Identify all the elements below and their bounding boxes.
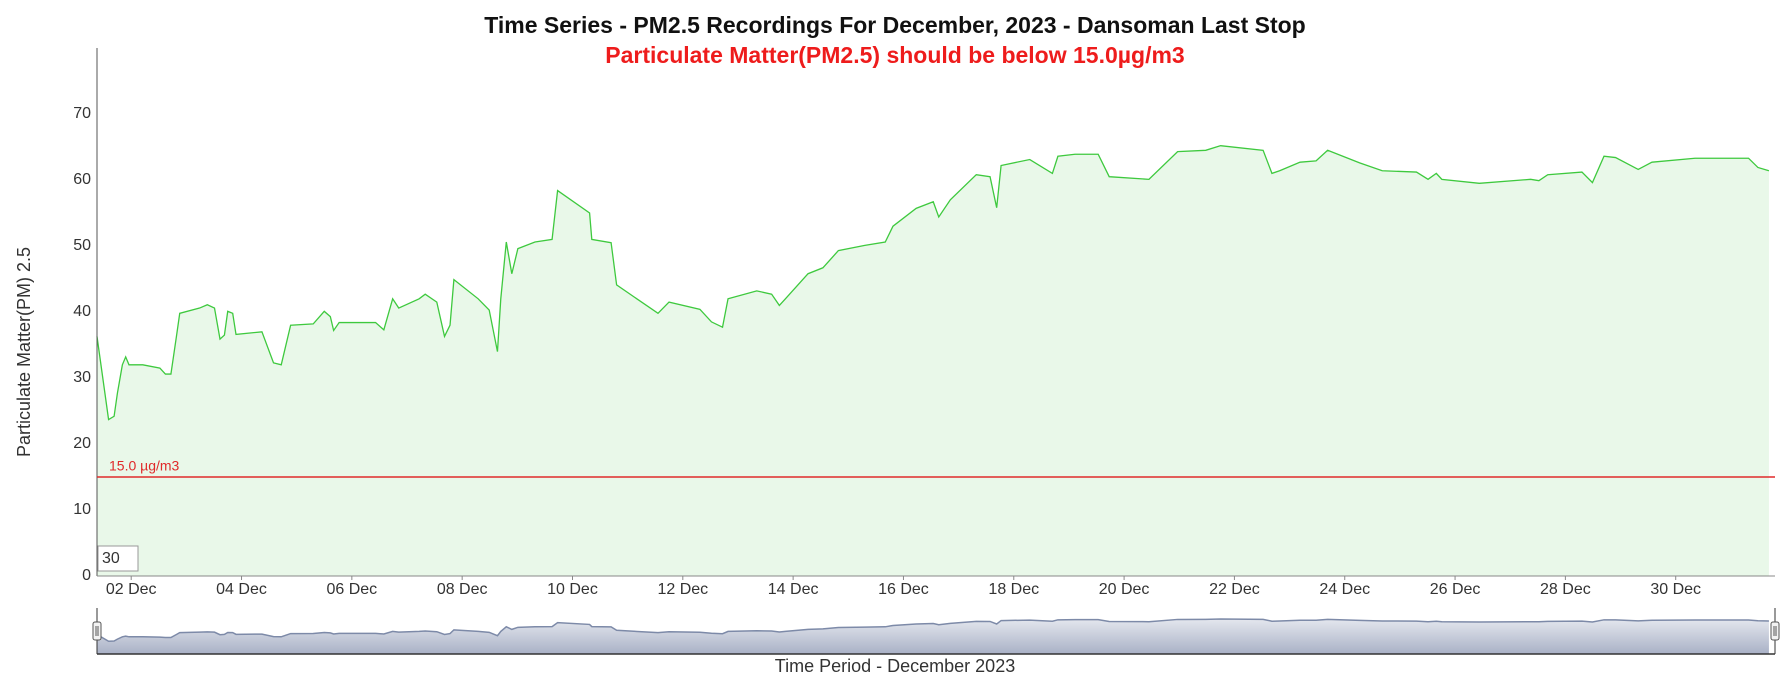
y-tick-label: 0 [82,567,91,584]
x-tick-label: 26 Dec [1430,581,1481,598]
x-tick-label: 12 Dec [657,581,708,598]
line [96,145,1770,421]
y-tick-label: 10 [73,501,91,518]
x-tick-label: 06 Dec [326,581,377,598]
range-input[interactable] [97,545,139,572]
x-tick-label: 24 Dec [1319,581,1370,598]
x-axis-title: Time Period - December 2023 [775,656,1015,676]
area [97,145,1769,576]
x-tick-label: 04 Dec [216,581,267,598]
y-tick-label: 60 [73,171,91,188]
x-tick-label: 16 Dec [878,581,929,598]
x-tick-label: 14 Dec [768,581,819,598]
x-tick-label: 22 Dec [1209,581,1260,598]
y-axis-title: Particulate Matter(PM) 2.5 [14,247,34,457]
x-tick-label: 08 Dec [437,581,488,598]
x-tick-label: 02 Dec [106,581,157,598]
y-tick-label: 40 [73,303,91,320]
x-tick-label: 20 Dec [1099,581,1150,598]
x-tick-label: 10 Dec [547,581,598,598]
y-tick-label: 70 [73,105,91,122]
x-tick-label: 30 Dec [1650,581,1701,598]
navigator-handle[interactable] [92,621,102,641]
y-tick-label: 20 [73,435,91,452]
navigator-area [97,618,1769,654]
range-input-value[interactable]: 30 [102,550,120,567]
x-tick-label: 18 Dec [988,581,1039,598]
threshold-label: 15.0 µg/m3 [109,458,180,474]
navigator-line [96,618,1769,643]
navigator-handle[interactable] [1770,621,1780,641]
x-tick-label: 28 Dec [1540,581,1591,598]
y-tick-label: 30 [73,369,91,386]
chart-subtitle: Particulate Matter(PM2.5) should be belo… [605,42,1184,68]
chart-title: Time Series - PM2.5 Recordings For Decem… [484,12,1305,38]
y-tick-label: 50 [73,237,91,254]
